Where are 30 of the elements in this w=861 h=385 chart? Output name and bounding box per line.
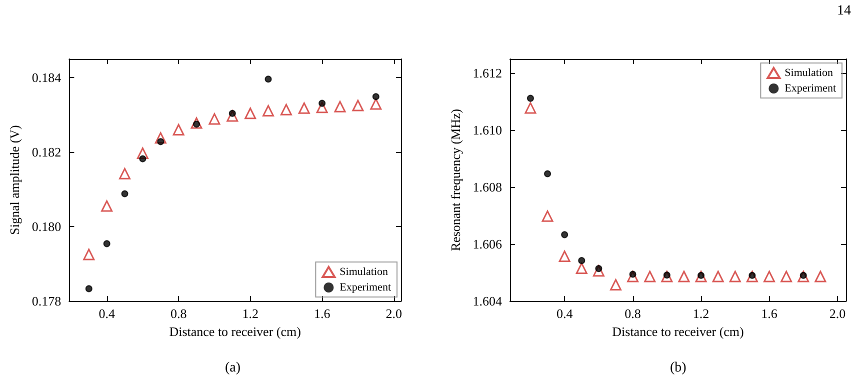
- legend-label: Experiment: [784, 82, 836, 94]
- x-tick-label: 0.8: [170, 306, 187, 321]
- x-tick-label: 1.6: [314, 306, 331, 321]
- y-tick-label: 0.178: [32, 294, 62, 308]
- y-tick-label: 1.606: [472, 236, 502, 252]
- y-tick-label: 1.612: [472, 66, 502, 81]
- x-tick-label: 2.0: [386, 306, 402, 321]
- text: 14: [837, 4, 851, 18]
- x-axis-title: Distance to receiver (cm): [612, 324, 744, 339]
- legend-label: Simulation: [340, 266, 388, 278]
- y-tick-label: 1.604: [472, 294, 502, 308]
- x-tick-label: 0.4: [98, 306, 116, 321]
- x-tick-label: 1.6: [761, 306, 778, 321]
- legend-label: Simulation: [784, 67, 834, 79]
- x-tick-label: 2.0: [829, 306, 846, 321]
- legend-label: Experiment: [340, 282, 392, 294]
- y-axis-title: Signal amplitude (V): [7, 125, 22, 235]
- x-axis-title: Distance to receiver (cm): [169, 324, 301, 339]
- x-tick-label: 0.8: [624, 306, 641, 321]
- y-tick-label: 0.180: [32, 219, 62, 234]
- text: (b): [670, 360, 687, 376]
- y-tick-label: 1.608: [472, 180, 502, 195]
- y-tick-label: 1.610: [472, 122, 502, 138]
- x-tick-label: 1.2: [242, 306, 258, 321]
- text: (a): [225, 360, 241, 376]
- x-tick-label: 1.2: [692, 306, 710, 321]
- x-tick-label: 0.4: [556, 306, 574, 321]
- y-tick-label: 0.182: [32, 144, 62, 160]
- y-tick-label: 0.184: [32, 70, 62, 86]
- y-axis-title: Resonant frequency (MHz): [448, 108, 463, 252]
